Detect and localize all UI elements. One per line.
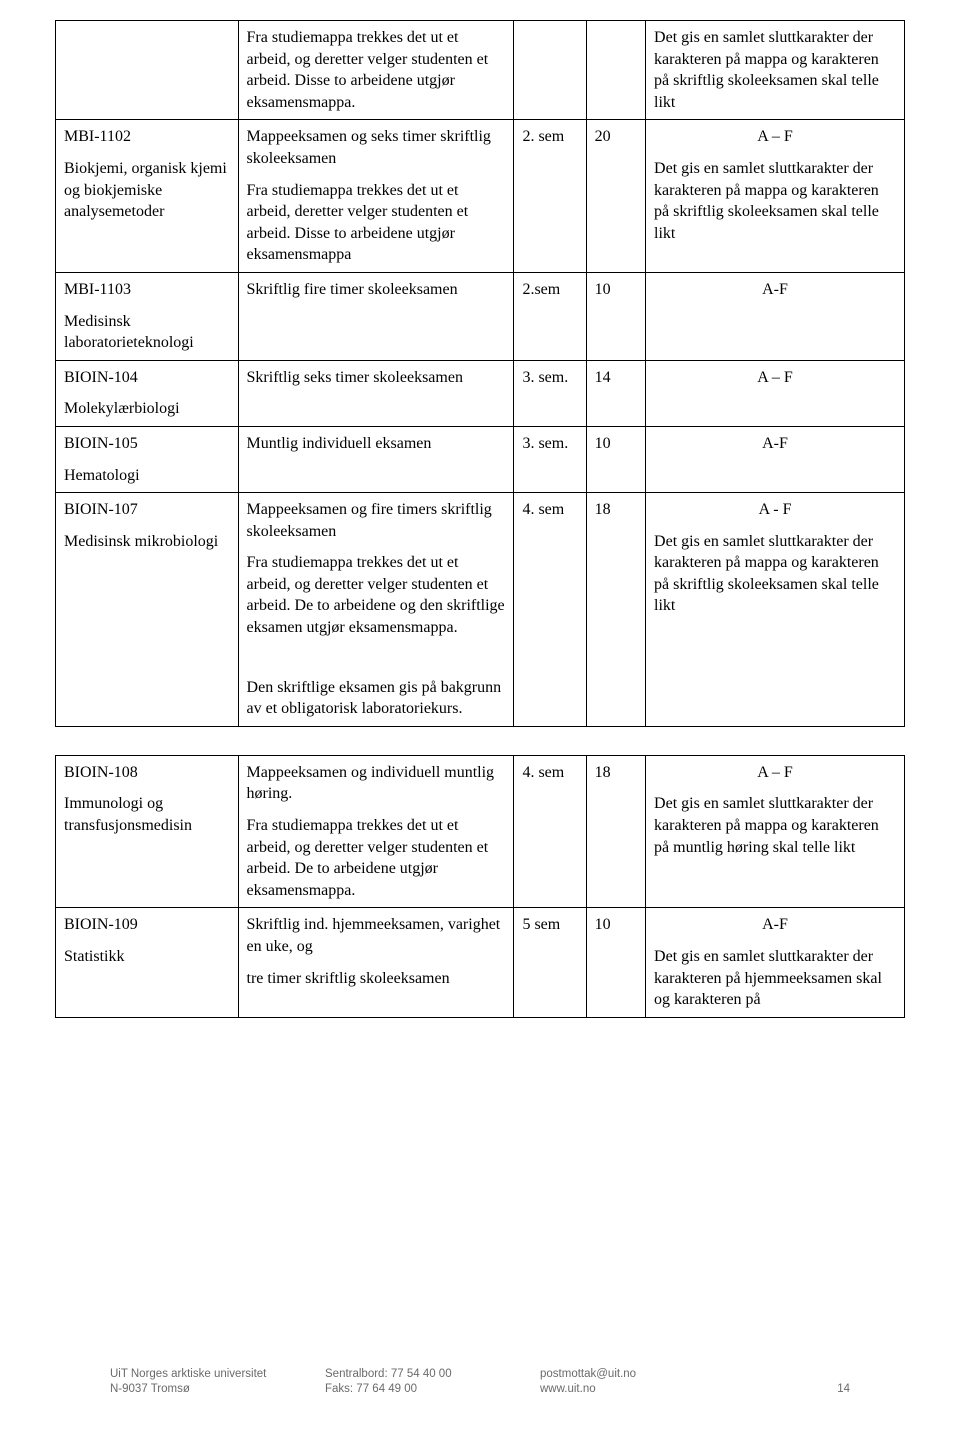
course-name: Medisinsk mikrobiologi (64, 531, 230, 553)
cell-course: BIOIN-105 Hematologi (56, 426, 239, 492)
exam-text: Fra studiemappa trekkes det ut et arbeid… (247, 180, 506, 266)
table-row: BIOIN-104 Molekylærbiologi Skriftlig sek… (56, 360, 905, 426)
exam-text: Den skriftlige eksamen gis på bakgrunn a… (247, 677, 506, 720)
cell-exam: Skriftlig seks timer skoleeksamen (238, 360, 514, 426)
footer-email: postmottak@uit.no (540, 1367, 810, 1383)
footer-col-1: UiT Norges arktiske universitet N-9037 T… (110, 1367, 325, 1398)
cell-exam: Mappeeksamen og seks timer skriftlig sko… (238, 120, 514, 273)
cell-sem: 3. sem. (514, 426, 586, 492)
table-row: BIOIN-107 Medisinsk mikrobiologi Mappeek… (56, 493, 905, 727)
exam-text: Mappeeksamen og seks timer skriftlig sko… (247, 126, 506, 169)
course-code: MBI-1103 (64, 279, 230, 301)
course-code: MBI-1102 (64, 126, 230, 148)
course-name: Immunologi og transfusjonsmedisin (64, 793, 230, 836)
cell-sem: 2. sem (514, 120, 586, 273)
cell-course: BIOIN-104 Molekylærbiologi (56, 360, 239, 426)
cell-grade: A - F Det gis en samlet sluttkarakter de… (646, 493, 905, 727)
page-footer: UiT Norges arktiske universitet N-9037 T… (110, 1367, 850, 1398)
exam-text: Skriftlig ind. hjemmeeksamen, varighet e… (247, 914, 506, 957)
exam-text: Fra studiemappa trekkes det ut et arbeid… (247, 27, 506, 113)
grade-text: Det gis en samlet sluttkarakter der kara… (654, 946, 896, 1011)
cell-sem: 5 sem (514, 908, 586, 1017)
table-row: Fra studiemappa trekkes det ut et arbeid… (56, 21, 905, 120)
blank-line (247, 649, 506, 667)
course-code: BIOIN-105 (64, 433, 230, 455)
course-table-1: Fra studiemappa trekkes det ut et arbeid… (55, 20, 905, 727)
cell-sp: 18 (586, 755, 645, 908)
cell-exam: Skriftlig fire timer skoleeksamen (238, 272, 514, 360)
cell-grade: A-F (646, 272, 905, 360)
cell-grade: A-F (646, 426, 905, 492)
footer-col-2: Sentralbord: 77 54 40 00 Faks: 77 64 49 … (325, 1367, 540, 1398)
cell-exam: Mappeeksamen og individuell muntlig høri… (238, 755, 514, 908)
footer-col-3: postmottak@uit.no www.uit.no (540, 1367, 810, 1398)
cell-course: BIOIN-107 Medisinsk mikrobiologi (56, 493, 239, 727)
cell-exam: Muntlig individuell eksamen (238, 426, 514, 492)
exam-text: Fra studiemappa trekkes det ut et arbeid… (247, 815, 506, 901)
cell-sp: 20 (586, 120, 645, 273)
cell-sem: 4. sem (514, 755, 586, 908)
cell-exam: Fra studiemappa trekkes det ut et arbeid… (238, 21, 514, 120)
cell-course: MBI-1103 Medisinsk laboratorieteknologi (56, 272, 239, 360)
course-name: Hematologi (64, 465, 230, 487)
table-row: BIOIN-109 Statistikk Skriftlig ind. hjem… (56, 908, 905, 1017)
cell-sp (586, 21, 645, 120)
course-code: BIOIN-109 (64, 914, 230, 936)
cell-sp: 10 (586, 272, 645, 360)
cell-course: BIOIN-108 Immunologi og transfusjonsmedi… (56, 755, 239, 908)
footer-phone: Sentralbord: 77 54 40 00 (325, 1367, 540, 1383)
grade-letter: A-F (654, 914, 896, 936)
grade-text: Det gis en samlet sluttkarakter der kara… (654, 531, 896, 617)
exam-text: Mappeeksamen og fire timers skriftlig sk… (247, 499, 506, 542)
course-code: BIOIN-104 (64, 367, 230, 389)
table-gap (55, 727, 905, 755)
cell-exam: Skriftlig ind. hjemmeeksamen, varighet e… (238, 908, 514, 1017)
course-code: BIOIN-107 (64, 499, 230, 521)
course-name: Medisinsk laboratorieteknologi (64, 311, 230, 354)
grade-text: Det gis en samlet sluttkarakter der kara… (654, 793, 896, 858)
cell-grade: A – F (646, 360, 905, 426)
page: Fra studiemappa trekkes det ut et arbeid… (55, 20, 905, 1416)
cell-sem: 2.sem (514, 272, 586, 360)
cell-sem: 4. sem (514, 493, 586, 727)
footer-page-number: 14 (810, 1367, 850, 1398)
grade-letter: A – F (654, 762, 896, 784)
table-row: BIOIN-105 Hematologi Muntlig individuell… (56, 426, 905, 492)
cell-grade: A – F Det gis en samlet sluttkarakter de… (646, 755, 905, 908)
cell-grade: Det gis en samlet sluttkarakter der kara… (646, 21, 905, 120)
course-code: BIOIN-108 (64, 762, 230, 784)
grade-letter: A - F (654, 499, 896, 521)
cell-course: MBI-1102 Biokjemi, organisk kjemi og bio… (56, 120, 239, 273)
course-name: Statistikk (64, 946, 230, 968)
cell-sem: 3. sem. (514, 360, 586, 426)
exam-text: Fra studiemappa trekkes det ut et arbeid… (247, 552, 506, 638)
cell-course (56, 21, 239, 120)
table-row: MBI-1102 Biokjemi, organisk kjemi og bio… (56, 120, 905, 273)
table-row: MBI-1103 Medisinsk laboratorieteknologi … (56, 272, 905, 360)
exam-text: Mappeeksamen og individuell muntlig høri… (247, 762, 506, 805)
cell-course: BIOIN-109 Statistikk (56, 908, 239, 1017)
table-row: BIOIN-108 Immunologi og transfusjonsmedi… (56, 755, 905, 908)
course-name: Molekylærbiologi (64, 398, 230, 420)
grade-text: Det gis en samlet sluttkarakter der kara… (654, 158, 896, 244)
course-name: Biokjemi, organisk kjemi og biokjemiske … (64, 158, 230, 223)
cell-exam: Mappeeksamen og fire timers skriftlig sk… (238, 493, 514, 727)
course-table-2: BIOIN-108 Immunologi og transfusjonsmedi… (55, 755, 905, 1018)
grade-letter: A – F (654, 126, 896, 148)
cell-sp: 18 (586, 493, 645, 727)
cell-grade: A-F Det gis en samlet sluttkarakter der … (646, 908, 905, 1017)
cell-sp: 10 (586, 908, 645, 1017)
cell-sem (514, 21, 586, 120)
footer-org: UiT Norges arktiske universitet (110, 1367, 325, 1383)
cell-sp: 10 (586, 426, 645, 492)
cell-grade: A – F Det gis en samlet sluttkarakter de… (646, 120, 905, 273)
cell-sp: 14 (586, 360, 645, 426)
grade-text: Det gis en samlet sluttkarakter der kara… (654, 27, 896, 113)
exam-text: tre timer skriftlig skoleeksamen (247, 968, 506, 990)
